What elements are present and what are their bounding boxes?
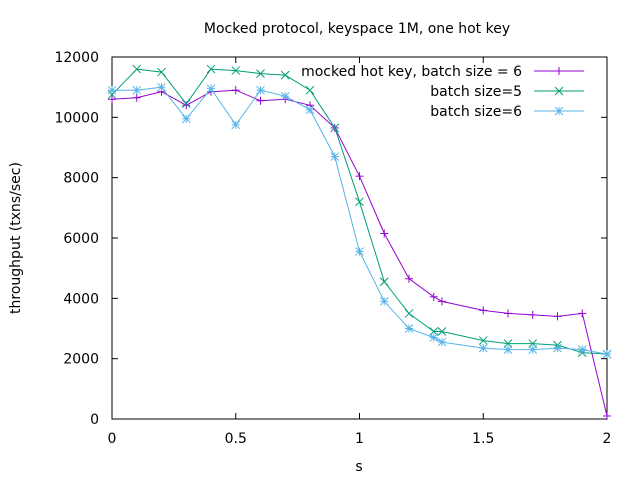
data-point — [231, 120, 241, 130]
x-tick-label: 0 — [108, 431, 117, 447]
data-point — [132, 64, 142, 74]
y-tick-label: 8000 — [63, 171, 99, 187]
data-point — [132, 93, 141, 102]
data-point — [256, 85, 265, 95]
data-point — [181, 114, 191, 124]
data-point — [379, 277, 389, 287]
data-point — [553, 312, 562, 321]
data-point — [107, 90, 117, 100]
data-point — [355, 197, 364, 207]
data-point — [578, 309, 587, 318]
data-point — [355, 247, 364, 256]
data-point — [479, 306, 488, 315]
data-point — [231, 86, 240, 95]
data-point — [437, 327, 447, 336]
legend-entry: mocked hot key, batch size = 6 — [301, 64, 584, 80]
data-point — [181, 99, 191, 109]
y-tick-label: 4000 — [63, 291, 99, 307]
data-point — [380, 229, 389, 238]
data-point — [478, 336, 488, 345]
legend-label: mocked hot key, batch size = 6 — [301, 64, 522, 80]
x-tick-label: 2 — [603, 431, 612, 447]
legend-label: batch size=5 — [430, 84, 522, 100]
series-layer — [107, 64, 612, 420]
data-point — [182, 101, 191, 110]
data-point — [602, 349, 612, 359]
data-point — [206, 84, 216, 94]
data-point — [379, 296, 389, 306]
chart-title: Mocked protocol, keyspace 1M, one hot ke… — [204, 21, 510, 37]
legend-marker — [554, 86, 564, 96]
y-tick-label: 10000 — [54, 110, 99, 126]
data-point — [404, 324, 414, 333]
data-point — [528, 310, 537, 319]
y-tick-label: 6000 — [63, 231, 99, 247]
x-tick-label: 1.5 — [472, 431, 494, 447]
data-point — [330, 152, 340, 161]
data-point — [405, 274, 413, 283]
data-point — [330, 123, 340, 133]
y-tick-label: 2000 — [63, 352, 99, 368]
data-point — [429, 333, 439, 342]
data-point — [107, 85, 117, 95]
legend-marker — [554, 106, 564, 116]
data-point — [528, 345, 538, 354]
series-3 — [107, 82, 612, 359]
y-axis: 0 2000 4000 6000 8000 10000 12000 — [54, 50, 607, 428]
plot-frame — [111, 56, 608, 420]
y-axis-title: throughput (txns/sec) — [8, 162, 24, 314]
data-point — [231, 66, 241, 75]
legend-entry: batch size=5 — [430, 84, 584, 100]
legend-label: batch size=6 — [430, 104, 522, 120]
data-point — [478, 343, 488, 353]
y-tick-label: 0 — [90, 412, 99, 428]
data-point — [305, 105, 315, 115]
data-point — [256, 96, 265, 105]
data-point — [157, 82, 166, 92]
series-2 — [107, 64, 612, 359]
data-point — [553, 343, 562, 353]
legend-entry: batch size=6 — [430, 104, 584, 120]
data-point — [404, 309, 414, 318]
legend-marker — [555, 67, 563, 75]
data-point — [355, 172, 364, 181]
data-point — [206, 64, 216, 74]
data-point — [577, 345, 587, 354]
data-point — [305, 85, 315, 95]
x-axis-title: s — [355, 459, 362, 475]
data-point — [256, 69, 265, 78]
data-point — [108, 95, 116, 104]
data-point — [280, 91, 290, 101]
data-point — [429, 292, 438, 301]
data-point — [280, 70, 290, 80]
data-point — [132, 85, 142, 95]
data-point — [503, 345, 513, 354]
data-point — [504, 309, 512, 318]
x-tick-label: 1 — [355, 431, 364, 447]
legend: mocked hot key, batch size = 6 batch size… — [301, 64, 584, 120]
data-point — [603, 411, 611, 420]
data-point — [157, 67, 166, 77]
x-tick-label: 0.5 — [225, 431, 247, 447]
y-tick-label: 12000 — [54, 50, 99, 66]
data-point — [437, 297, 446, 306]
data-point — [437, 337, 447, 347]
